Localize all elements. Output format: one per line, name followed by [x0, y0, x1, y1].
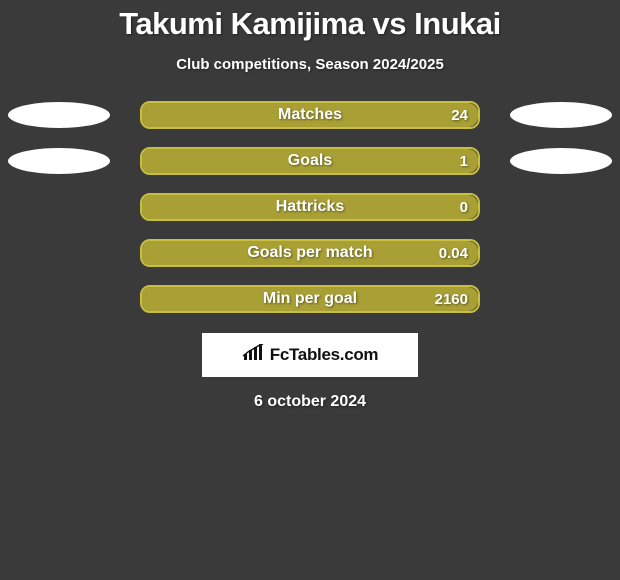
stat-row: Hattricks0	[0, 193, 620, 221]
stat-row: Matches24	[0, 101, 620, 129]
player-left-marker	[8, 102, 110, 128]
player-left-name: Takumi Kamijima	[119, 6, 364, 41]
brand-badge[interactable]: FcTables.com	[202, 333, 418, 377]
subtitle: Club competitions, Season 2024/2025	[0, 56, 620, 73]
stat-row: Min per goal2160	[0, 285, 620, 313]
stat-label: Matches	[142, 103, 478, 127]
stat-value-right: 1	[460, 149, 468, 173]
stat-label: Hattricks	[142, 195, 478, 219]
stat-row: Goals per match0.04	[0, 239, 620, 267]
stat-value-right: 0	[460, 195, 468, 219]
bar-chart-icon	[242, 344, 264, 367]
stat-value-right: 2160	[435, 287, 468, 311]
stat-label: Min per goal	[142, 287, 478, 311]
comparison-card: Takumi Kamijima vs Inukai Club competiti…	[0, 0, 620, 411]
stat-row: Goals1	[0, 147, 620, 175]
stats-rows: Matches24 Goals1 Hattricks0 Goals per match…	[0, 101, 620, 313]
stat-bar: Hattricks0	[140, 193, 480, 221]
stat-value-right: 0.04	[439, 241, 468, 265]
stat-bar: Goals1	[140, 147, 480, 175]
stat-label: Goals	[142, 149, 478, 173]
stat-bar: Matches24	[140, 101, 480, 129]
footer-date: 6 october 2024	[0, 393, 620, 411]
page-title: Takumi Kamijima vs Inukai	[0, 6, 620, 42]
stat-bar: Goals per match0.04	[140, 239, 480, 267]
player-right-marker	[510, 102, 612, 128]
player-right-name: Inukai	[414, 6, 501, 41]
brand-text: FcTables.com	[270, 345, 379, 365]
stat-label: Goals per match	[142, 241, 478, 265]
stat-value-right: 24	[451, 103, 468, 127]
player-left-marker	[8, 148, 110, 174]
player-right-marker	[510, 148, 612, 174]
stat-bar: Min per goal2160	[140, 285, 480, 313]
vs-separator: vs	[373, 6, 406, 41]
